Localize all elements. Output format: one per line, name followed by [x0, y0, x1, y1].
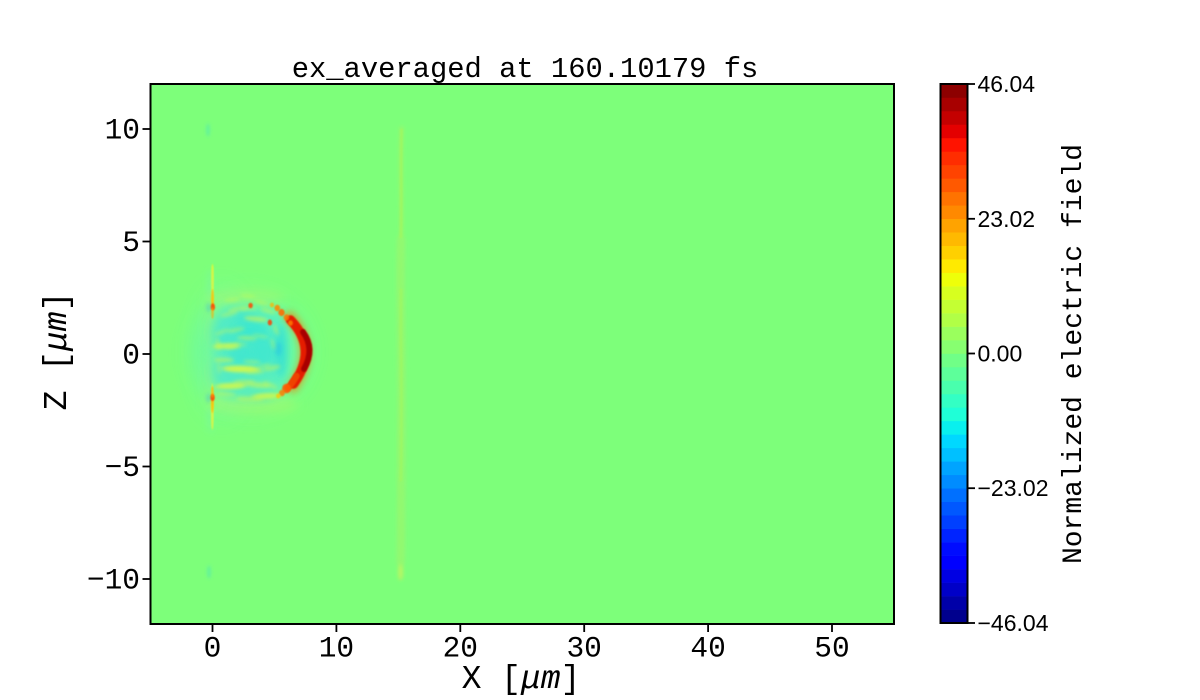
- svg-text:ex_averaged at 160.10179 fs: ex_averaged at 160.10179 fs: [292, 53, 759, 86]
- svg-text:−10: −10: [87, 564, 140, 598]
- svg-text:10: 10: [319, 632, 354, 666]
- svg-text:20: 20: [443, 632, 478, 666]
- svg-text:−46.04: −46.04: [978, 610, 1049, 636]
- svg-text:Normalized electric field: Normalized electric field: [1059, 144, 1090, 564]
- svg-text:X [μm]: X [μm]: [462, 661, 581, 698]
- svg-text:0.00: 0.00: [978, 341, 1023, 367]
- svg-text:0: 0: [204, 632, 222, 666]
- svg-text:10: 10: [105, 114, 140, 148]
- svg-text:30: 30: [566, 632, 601, 666]
- svg-text:0: 0: [122, 339, 140, 373]
- svg-text:−5: −5: [105, 451, 140, 485]
- svg-text:40: 40: [690, 632, 725, 666]
- svg-text:46.04: 46.04: [978, 71, 1036, 97]
- svg-text:5: 5: [122, 226, 140, 260]
- svg-text:50: 50: [814, 632, 849, 666]
- svg-text:Z [μm]: Z [μm]: [39, 292, 76, 411]
- svg-text:−23.02: −23.02: [978, 475, 1049, 501]
- svg-text:23.02: 23.02: [978, 206, 1036, 232]
